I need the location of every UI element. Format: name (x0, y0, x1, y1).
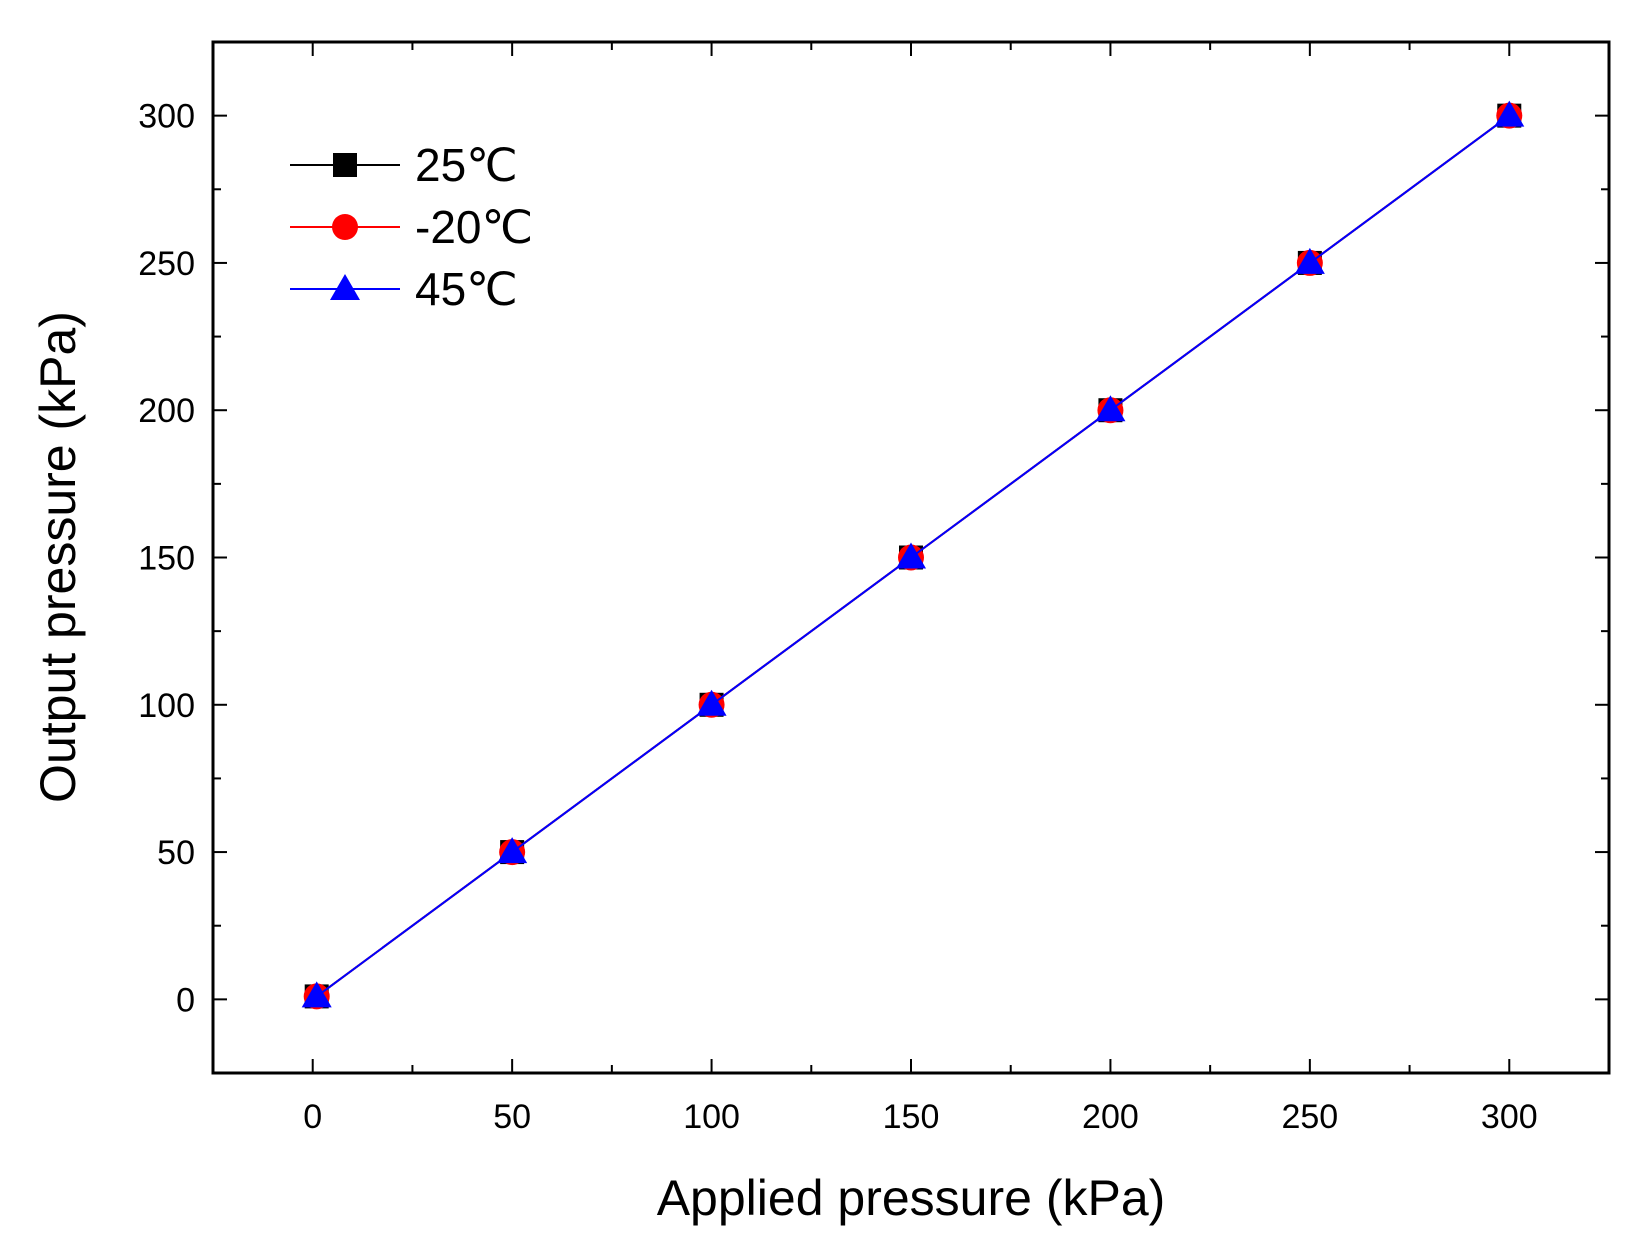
data-point-triangle (301, 981, 332, 1008)
legend-label: 25℃ (415, 139, 518, 191)
series-layer (301, 100, 1525, 1010)
x-tick-label: 200 (1082, 1098, 1139, 1136)
legend-label: 45℃ (415, 263, 518, 315)
data-point-triangle (1294, 247, 1325, 274)
y-tick-label: 100 (138, 687, 195, 725)
y-tick-label: 50 (157, 834, 195, 872)
series-3 (301, 100, 1525, 1008)
data-point-triangle (696, 689, 727, 716)
y-tick-label: 250 (138, 245, 195, 283)
x-tick-label: 300 (1481, 1098, 1538, 1136)
x-tick-label: 0 (303, 1098, 322, 1136)
data-point-triangle (497, 837, 528, 864)
x-axis-title: Applied pressure (kPa) (657, 1170, 1166, 1226)
y-tick-label: 150 (138, 540, 195, 578)
x-tick-label: 50 (493, 1098, 531, 1136)
data-point-triangle (896, 542, 926, 569)
legend-label: -20℃ (415, 201, 533, 253)
axis-ticks: 0 50 100 150 200 250 300 0 50 100 150 200 250 300 (138, 42, 1609, 1136)
x-tick-label: 150 (883, 1098, 940, 1136)
legend-entry: -20℃ (290, 201, 533, 253)
x-tick-label: 250 (1281, 1098, 1338, 1136)
legend-entry: 25℃ (290, 139, 518, 191)
legend: 25℃ -20℃ 45℃ (290, 139, 533, 315)
legend-marker-circle (332, 214, 358, 240)
x-tick-label: 100 (683, 1098, 740, 1136)
y-axis-title: Output pressure (kPa) (30, 311, 86, 803)
y-tick-label: 200 (138, 392, 195, 430)
legend-marker-triangle (330, 274, 360, 300)
y-tick-label: 0 (176, 981, 195, 1019)
legend-marker-square (333, 153, 357, 177)
data-point-triangle (1494, 100, 1525, 127)
y-tick-label: 300 (138, 98, 195, 136)
legend-entry: 45℃ (290, 263, 518, 315)
data-point-triangle (1095, 395, 1126, 422)
